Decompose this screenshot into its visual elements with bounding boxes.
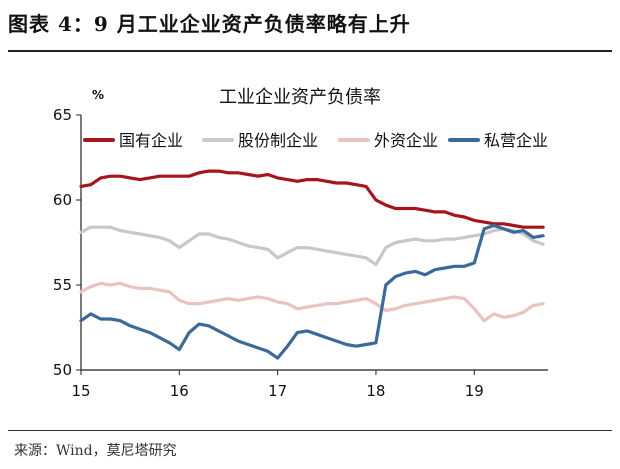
x-tick-label: 19: [465, 382, 484, 400]
y-axis-unit-label: %: [92, 88, 104, 102]
chart-title: 工业企业资产负债率: [219, 87, 381, 108]
series-layer: [79, 169, 545, 360]
y-tick-label: 60: [53, 191, 72, 209]
legend: 国有企业 股份制企业 外资企业 私营企业: [83, 131, 548, 150]
legend-label-3: 私营企业: [484, 131, 548, 150]
figure-caption: 图表 4：9 月工业企业资产负债率略有上升: [8, 12, 411, 36]
top-rule: [8, 50, 612, 52]
source-note: 来源：Wind，莫尼塔研究: [14, 443, 177, 459]
series-line-0: [79, 169, 545, 229]
x-tick-label: 17: [268, 382, 287, 400]
y-tick-label: 55: [53, 276, 72, 294]
legend-label-1: 股份制企业: [238, 131, 318, 150]
series-line-3: [79, 223, 545, 360]
bottom-rule: [8, 430, 612, 431]
series-line-2: [79, 281, 545, 323]
legend-label-0: 国有企业: [119, 131, 183, 150]
legend-label-2: 外资企业: [374, 131, 438, 150]
y-tick-label: 50: [53, 361, 72, 379]
x-tick-label: 15: [71, 382, 90, 400]
axes: 50 55 60 65 15 16 17 18 19: [53, 106, 548, 400]
x-tick-label: 18: [366, 382, 385, 400]
x-tick-label: 16: [170, 382, 189, 400]
series-line-1: [79, 225, 545, 267]
y-tick-label: 65: [53, 106, 72, 124]
